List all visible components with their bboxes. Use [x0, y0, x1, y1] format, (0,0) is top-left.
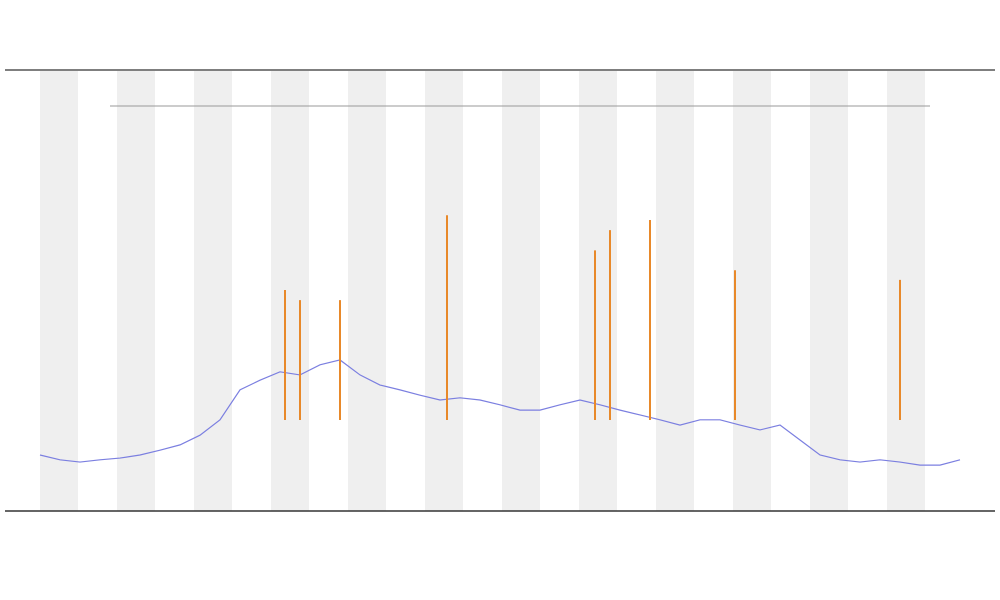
band — [117, 71, 155, 511]
band — [656, 71, 694, 511]
band — [733, 71, 771, 511]
band — [348, 71, 386, 511]
band — [887, 71, 925, 511]
band — [194, 71, 232, 511]
band — [40, 71, 78, 511]
band — [810, 71, 848, 511]
data-line — [39, 359, 961, 466]
band — [425, 71, 463, 511]
band — [502, 71, 540, 511]
band — [271, 71, 309, 511]
band — [579, 71, 617, 511]
background-bands — [40, 71, 925, 511]
